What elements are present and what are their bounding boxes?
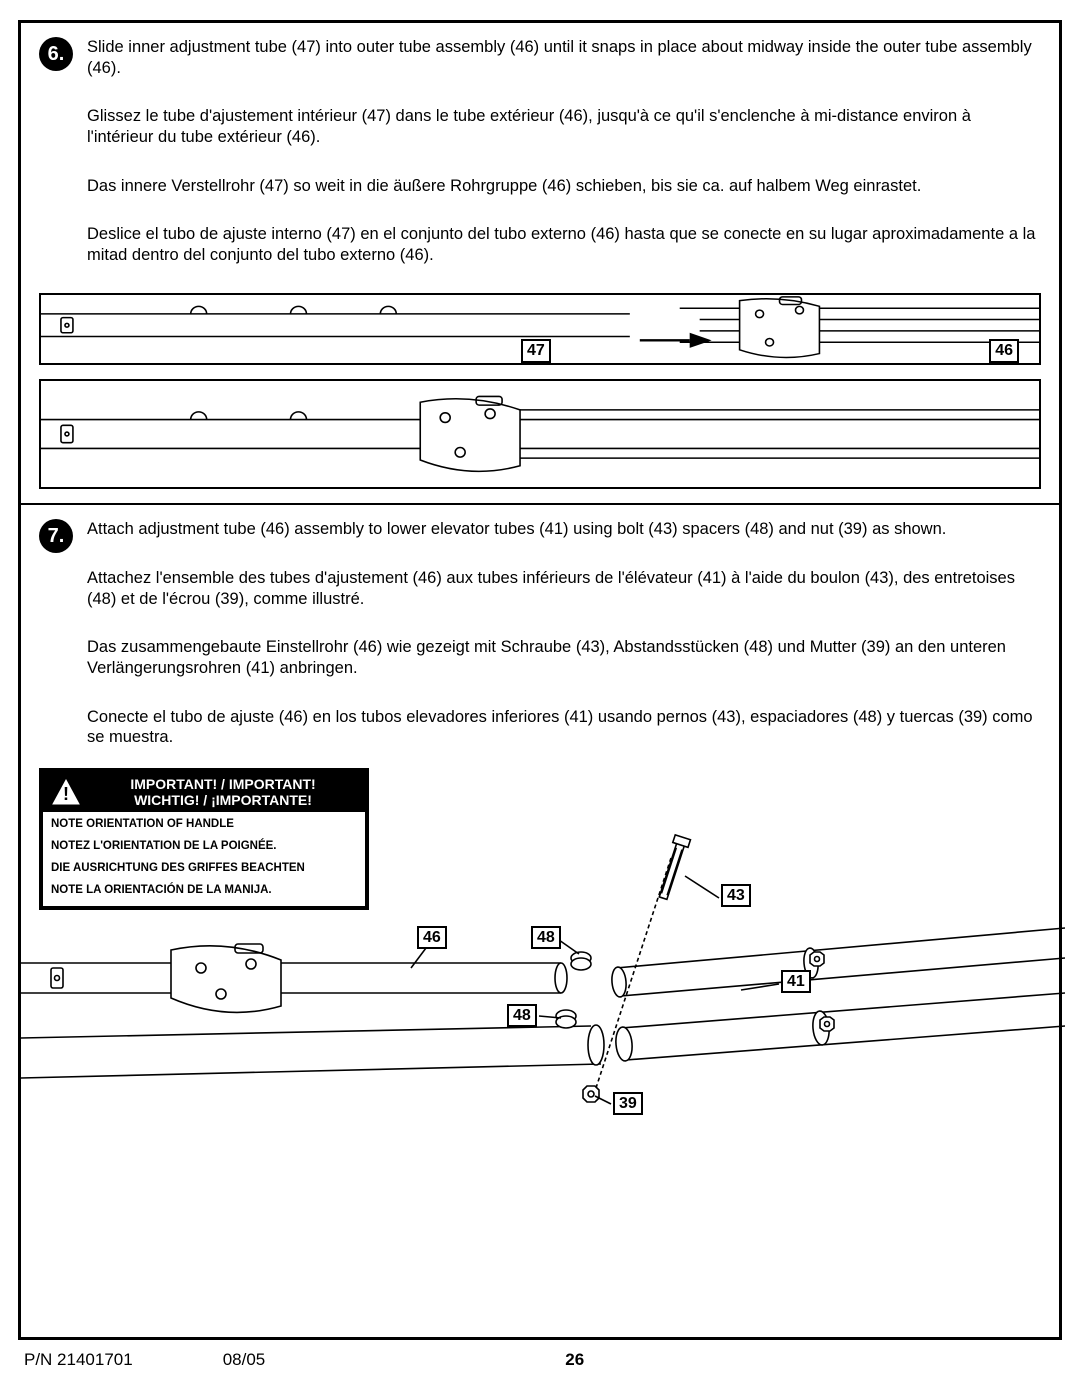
callout-43: 43	[721, 884, 751, 907]
step-7-text-es: Conecte el tubo de ajuste (46) en los tu…	[87, 707, 1041, 748]
callout-46: 46	[989, 339, 1019, 362]
callout-39: 39	[613, 1092, 643, 1115]
callout-48a: 48	[531, 926, 561, 949]
step-6-text-en: Slide inner adjustment tube (47) into ou…	[87, 37, 1041, 78]
step-7-diagram: ! IMPORTANT! / IMPORTANT! WICHTIG! / ¡IM…	[21, 768, 1059, 1138]
footer-part-number: P/N 21401701	[24, 1350, 133, 1370]
step-6-svg-bottom	[41, 381, 1039, 487]
page-footer: P/N 21401701 08/05 26	[18, 1340, 1062, 1370]
footer-page-number: 26	[565, 1350, 584, 1370]
step-7-text-fr: Attachez l'ensemble des tubes d'ajusteme…	[87, 568, 1041, 609]
step-6-text-de: Das innere Verstellrohr (47) so weit in …	[87, 176, 1041, 197]
step-7-text-en: Attach adjustment tube (46) assembly to …	[87, 519, 946, 540]
step-7-svg	[21, 768, 1065, 1138]
footer-date: 08/05	[223, 1350, 266, 1370]
callout-41: 41	[781, 970, 811, 993]
step-6-diagram-top: 47 46	[39, 293, 1041, 365]
callout-47: 47	[521, 339, 551, 362]
step-6-number: 6.	[39, 37, 73, 71]
step-7: 7. Attach adjustment tube (46) assembly …	[21, 505, 1059, 767]
page-border: 6. Slide inner adjustment tube (47) into…	[18, 20, 1062, 1340]
callout-48b: 48	[507, 1004, 537, 1027]
callout-46b: 46	[417, 926, 447, 949]
step-6: 6. Slide inner adjustment tube (47) into…	[21, 23, 1059, 287]
step-6-text-fr: Glissez le tube d'ajustement intérieur (…	[87, 106, 1041, 147]
page: 6. Slide inner adjustment tube (47) into…	[0, 0, 1080, 1397]
step-6-diagram-bottom	[39, 379, 1041, 489]
step-7-number: 7.	[39, 519, 73, 553]
step-6-text-es: Deslice el tubo de ajuste interno (47) e…	[87, 224, 1041, 265]
step-7-text-de: Das zusammengebaute Einstellrohr (46) wi…	[87, 637, 1041, 678]
